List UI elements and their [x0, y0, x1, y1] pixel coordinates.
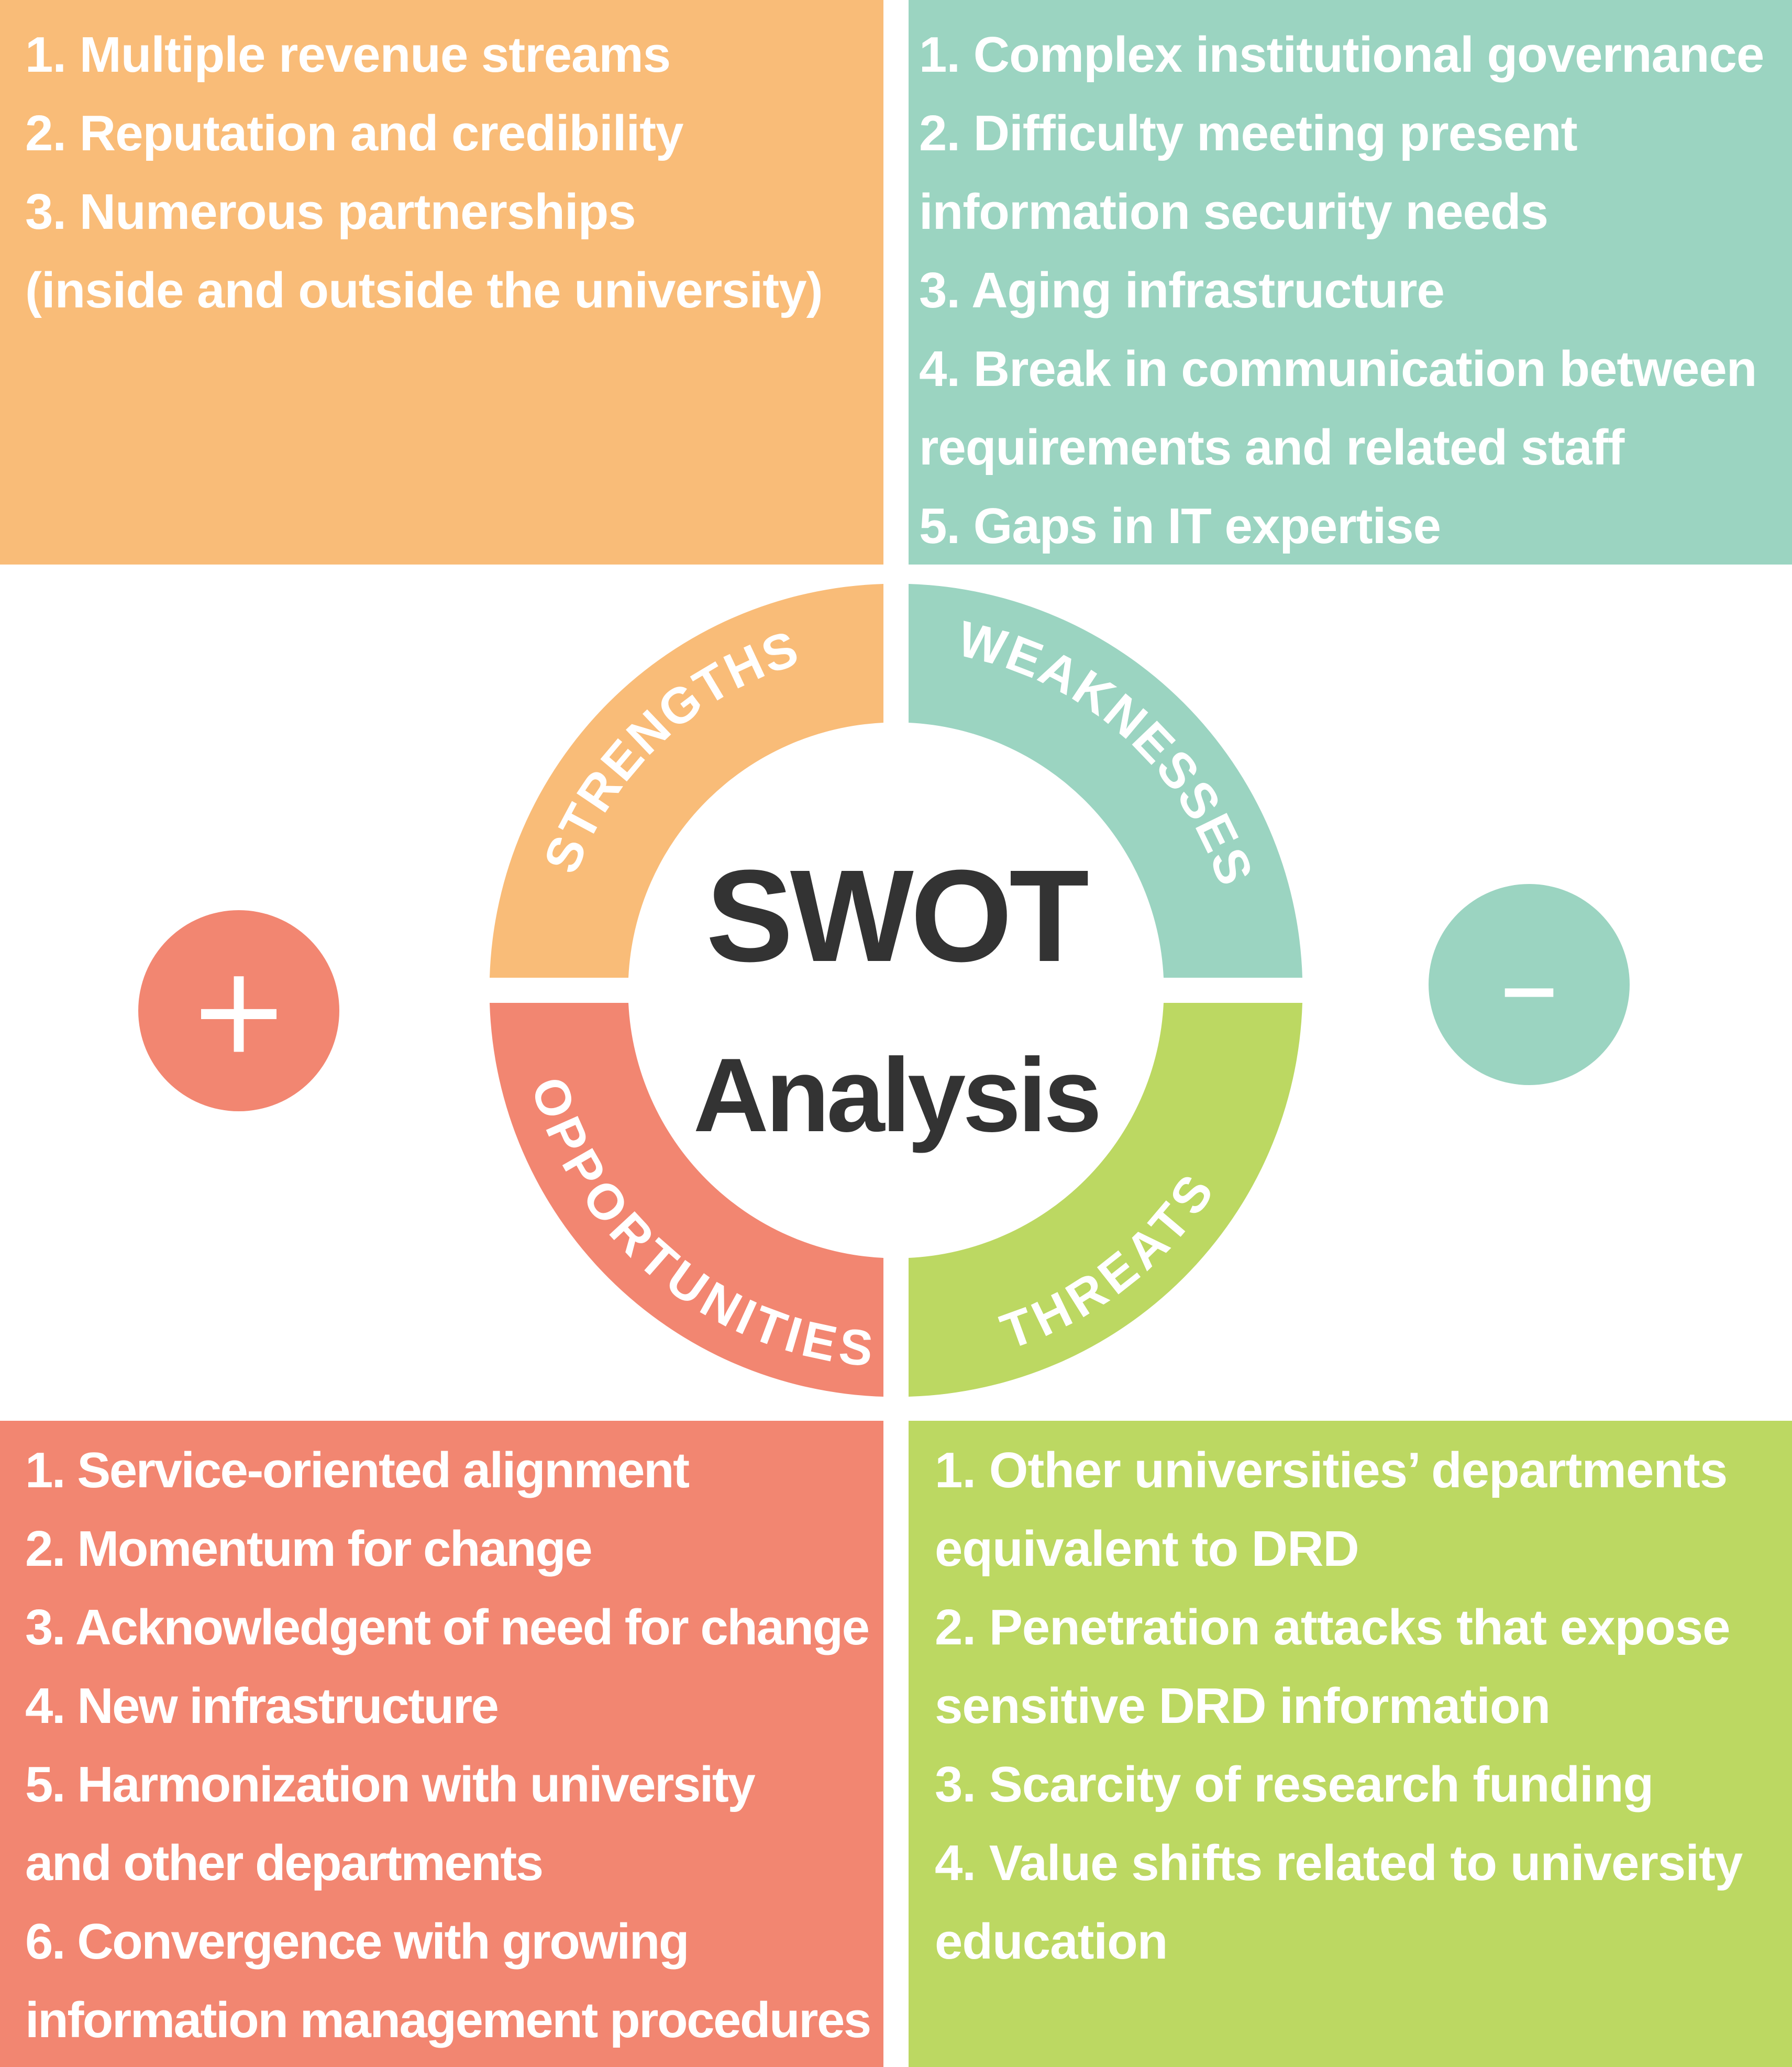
strengths-panel: 1. Multiple revenue streams 2. Reputatio…	[0, 0, 883, 565]
minus-icon: –	[1499, 915, 1559, 1055]
opportunities-item: 1. Service-oriented alignment	[25, 1442, 690, 1498]
opportunities-segment	[490, 1003, 883, 1397]
weaknesses-item: 2. Difficulty meeting present	[919, 105, 1578, 161]
threats-segment	[909, 1003, 1302, 1397]
opportunities-item: and other departments	[25, 1835, 544, 1891]
strengths-item: (inside and outside the university)	[25, 262, 823, 318]
weaknesses-item: 1. Complex institutional governance	[919, 27, 1764, 83]
opportunities-item: information management procedures	[25, 1992, 871, 2048]
threats-panel: 1. Other universities’ departments equiv…	[909, 1421, 1792, 2067]
opportunities-item: 5. Harmonization with university	[25, 1756, 756, 1812]
plus-icon: +	[189, 941, 290, 1081]
swot-subtitle: Analysis	[693, 1037, 1099, 1154]
minus-badge	[1429, 884, 1630, 1085]
opportunities-panel: 1. Service-oriented alignment 2. Momentu…	[0, 1421, 883, 2067]
threats-item: 2. Penetration attacks that expose	[935, 1599, 1731, 1655]
opportunities-item: 2. Momentum for change	[25, 1521, 593, 1577]
strengths-segment	[490, 584, 883, 978]
plus-badge	[138, 910, 339, 1111]
weaknesses-segment	[909, 584, 1302, 978]
threats-item: 4. Value shifts related to university	[935, 1835, 1743, 1891]
weaknesses-item: 3. Aging infrastructure	[919, 262, 1445, 318]
opportunities-item: 3. Acknowledgent of need for change	[25, 1599, 870, 1655]
weaknesses-item: 4. Break in communication between	[919, 341, 1757, 397]
weaknesses-panel: 1. Complex institutional governance 2. D…	[909, 0, 1792, 565]
threats-item: 3. Scarcity of research funding	[935, 1756, 1654, 1812]
weaknesses-item: 5. Gaps in IT expertise	[919, 498, 1441, 554]
weaknesses-item: information security needs	[919, 184, 1548, 240]
threats-item: education	[935, 1914, 1168, 1970]
opportunities-item: 4. New infrastructure	[25, 1678, 499, 1734]
strengths-item: 1. Multiple revenue streams	[25, 27, 671, 83]
swot-title: SWOT	[706, 843, 1088, 989]
threats-item: 1. Other universities’ departments	[935, 1442, 1728, 1498]
opportunities-item: 6. Convergence with growing	[25, 1914, 690, 1970]
threats-item: equivalent to DRD	[935, 1521, 1359, 1577]
threats-item: sensitive DRD information	[935, 1678, 1551, 1734]
weaknesses-item: requirements and related staff	[919, 419, 1624, 476]
strengths-item: 2. Reputation and credibility	[25, 105, 684, 161]
strengths-item: 3. Numerous partnerships	[25, 184, 636, 240]
